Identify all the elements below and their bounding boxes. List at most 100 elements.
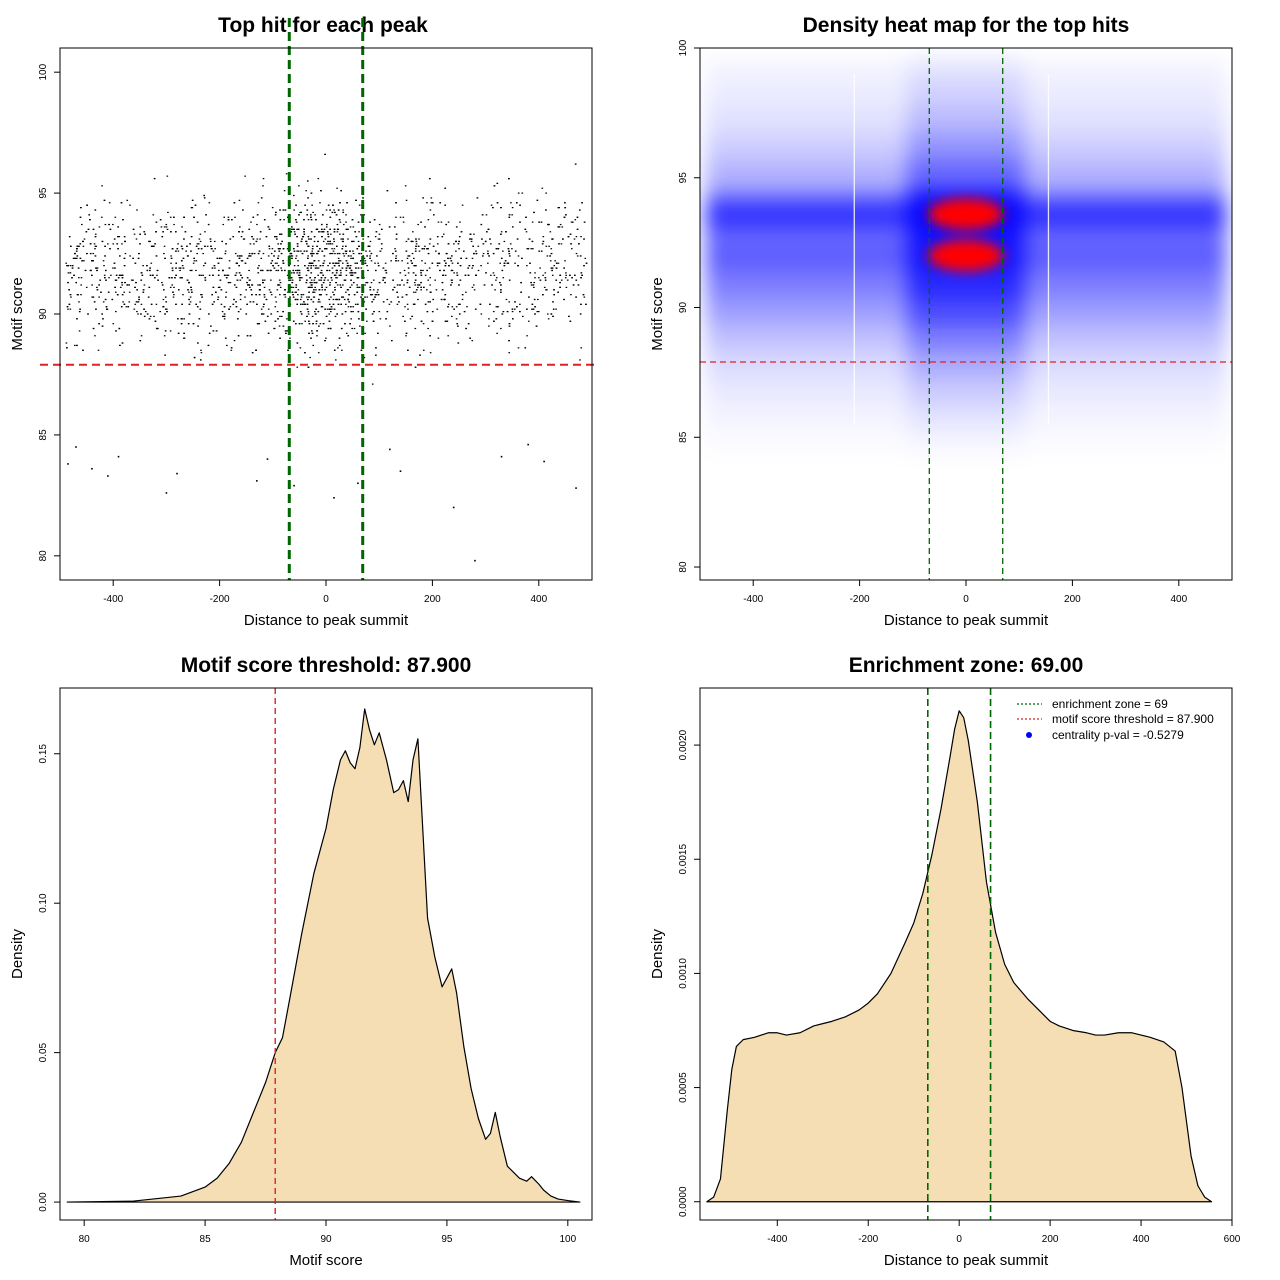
scatter-point bbox=[512, 318, 514, 320]
scatter-point bbox=[356, 291, 358, 293]
scatter-point bbox=[289, 296, 291, 298]
scatter-point bbox=[521, 192, 524, 194]
scatter-point bbox=[109, 228, 112, 230]
scatter-point bbox=[304, 265, 306, 267]
scatter-point bbox=[179, 267, 182, 269]
scatter-point bbox=[175, 262, 178, 264]
panel-score-density: Motif score threshold: 87.900 80 85 90 95 10… bbox=[9, 654, 593, 1269]
scatter-point bbox=[369, 257, 371, 259]
scatter-point bbox=[319, 323, 322, 325]
scatter-point bbox=[514, 301, 516, 303]
scatter-point bbox=[393, 226, 396, 228]
scatter-point bbox=[191, 199, 194, 201]
scatter-point bbox=[238, 257, 241, 259]
scatter-point bbox=[329, 228, 331, 230]
scatter-point bbox=[305, 250, 308, 252]
heatmap-x-tick-label: -400 bbox=[743, 594, 763, 605]
scatter-point bbox=[157, 279, 159, 281]
scatter-point bbox=[473, 233, 475, 235]
scatter-point bbox=[565, 286, 568, 288]
scatter-point bbox=[519, 221, 521, 223]
scatter-point bbox=[529, 272, 532, 274]
scatter-point bbox=[115, 274, 118, 276]
scatter-title: Top hit for each peak bbox=[218, 14, 428, 37]
scatter-point bbox=[397, 260, 400, 262]
scatter-point bbox=[295, 221, 298, 223]
scatter-point bbox=[78, 277, 80, 279]
scatter-point bbox=[419, 354, 421, 356]
scatter-point bbox=[505, 231, 507, 233]
scatter-point bbox=[423, 286, 425, 288]
scatter-point bbox=[336, 252, 339, 255]
scatter-point bbox=[180, 245, 183, 247]
scatter-point bbox=[321, 284, 323, 286]
scatter-point bbox=[248, 279, 251, 281]
scatter-point bbox=[117, 248, 119, 250]
scatter-point bbox=[87, 228, 90, 230]
scatter-point bbox=[363, 214, 366, 216]
scatter-point bbox=[350, 310, 353, 313]
scatter-point bbox=[120, 202, 123, 204]
scatter-point bbox=[352, 252, 355, 255]
scatter-point bbox=[147, 296, 150, 298]
scatter-point bbox=[74, 344, 76, 347]
scatter-point bbox=[169, 216, 172, 218]
scatter-point bbox=[69, 272, 72, 274]
scatter-point bbox=[488, 318, 490, 320]
scatter-point bbox=[557, 262, 560, 264]
scatter-point bbox=[382, 267, 385, 269]
scatter-point bbox=[462, 250, 465, 252]
scatter-point bbox=[256, 238, 259, 240]
scatter-point bbox=[335, 269, 338, 272]
scatter-point bbox=[273, 250, 276, 252]
scatter-point bbox=[527, 248, 530, 250]
scatter-point bbox=[225, 243, 227, 245]
scatter-point bbox=[411, 252, 414, 255]
score-density-y-tick-label: 0.10 bbox=[38, 893, 49, 913]
scatter-point bbox=[284, 294, 287, 296]
scatter-point bbox=[251, 236, 253, 238]
scatter-point bbox=[97, 349, 100, 351]
score-density-y-label: Density bbox=[9, 928, 26, 979]
scatter-point bbox=[68, 236, 71, 238]
scatter-point bbox=[206, 245, 209, 247]
scatter-point bbox=[333, 294, 335, 296]
scatter-point bbox=[377, 265, 380, 267]
scatter-point bbox=[451, 306, 454, 308]
scatter-point bbox=[322, 274, 324, 276]
scatter-point bbox=[339, 233, 341, 235]
scatter-point bbox=[242, 209, 244, 211]
scatter-point bbox=[255, 294, 257, 296]
scatter-point bbox=[213, 240, 216, 243]
scatter-point bbox=[320, 277, 323, 279]
scatter-point bbox=[427, 327, 429, 330]
scatter-point bbox=[408, 255, 411, 257]
scatter-point bbox=[121, 281, 123, 284]
scatter-point bbox=[431, 320, 434, 322]
scatter-point bbox=[410, 240, 413, 243]
scatter-point bbox=[451, 269, 454, 272]
scatter-point bbox=[324, 238, 327, 240]
scatter-point bbox=[304, 303, 306, 305]
scatter-point bbox=[170, 262, 172, 264]
scatter-point bbox=[188, 303, 191, 305]
scatter-point bbox=[195, 269, 197, 272]
scatter-point bbox=[305, 190, 307, 192]
scatter-point bbox=[537, 298, 539, 301]
scatter-point bbox=[233, 340, 236, 342]
scatter-point bbox=[515, 202, 518, 204]
scatter-point bbox=[380, 248, 383, 250]
scatter-point bbox=[420, 281, 422, 284]
scatter-point bbox=[101, 185, 103, 187]
scatter-point bbox=[395, 233, 398, 235]
scatter-point bbox=[306, 214, 309, 216]
scatter-point bbox=[234, 216, 236, 218]
scatter-point bbox=[177, 289, 180, 291]
scatter-point bbox=[196, 252, 198, 255]
scatter-point bbox=[311, 252, 314, 255]
scatter-point bbox=[519, 310, 521, 313]
scatter-point bbox=[143, 231, 146, 233]
scatter-point bbox=[508, 255, 511, 257]
scatter-point bbox=[380, 243, 383, 245]
scatter-point bbox=[308, 332, 310, 334]
